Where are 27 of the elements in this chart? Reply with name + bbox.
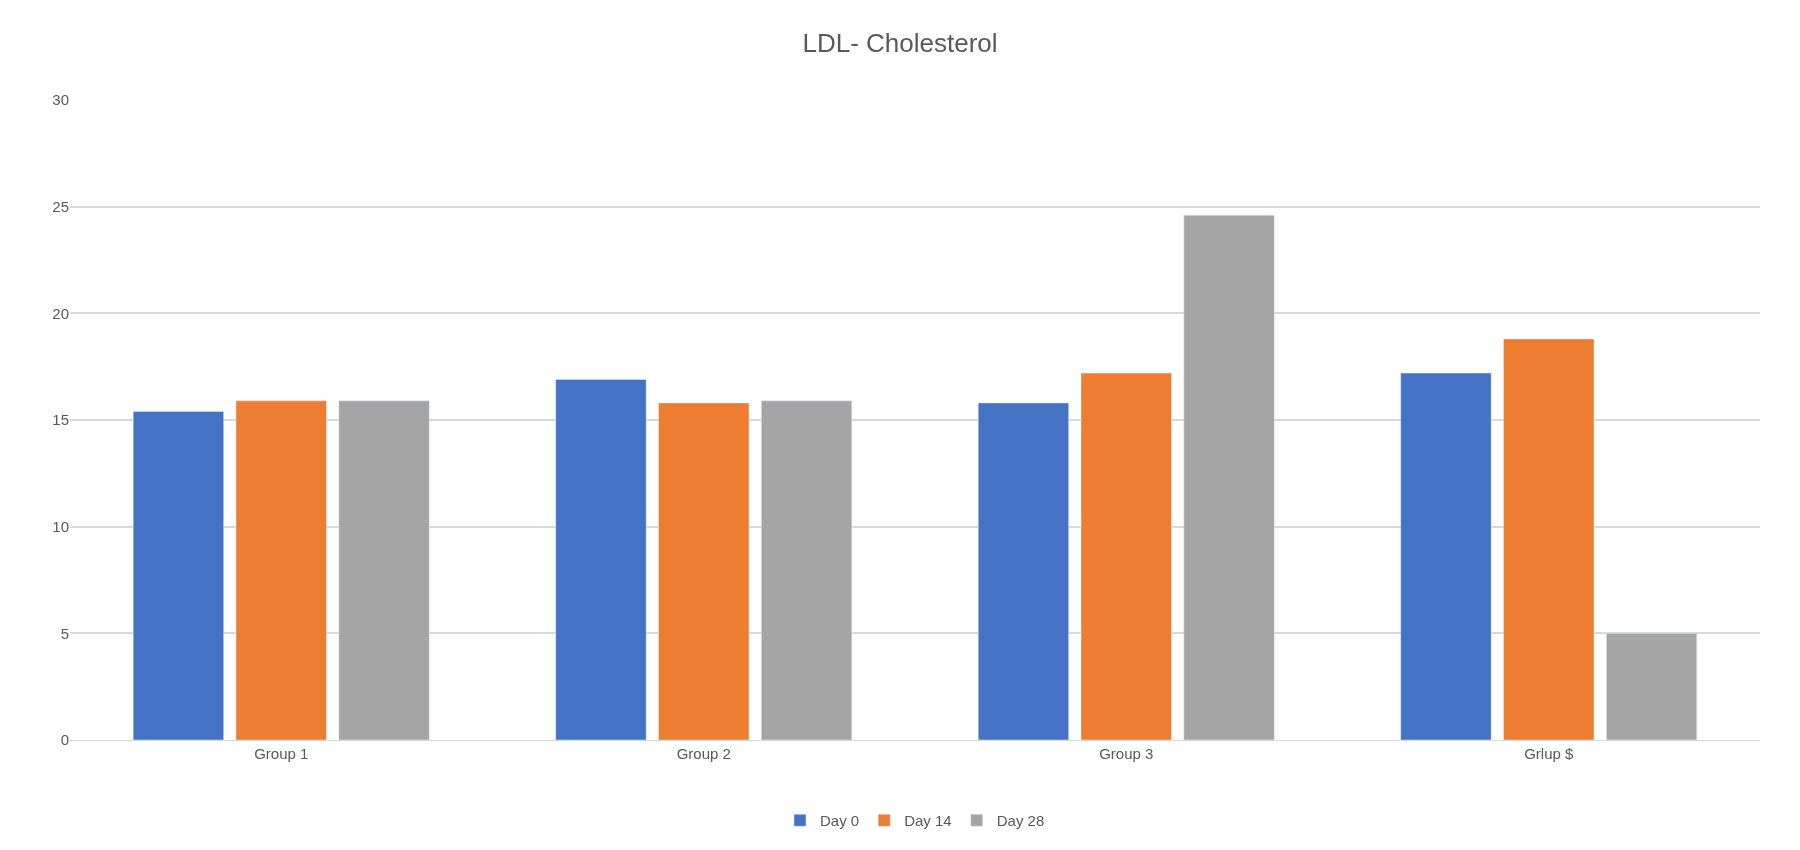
bar [235, 400, 327, 740]
bar [761, 400, 853, 740]
chart-title: LDL- Cholesterol [802, 28, 998, 59]
y-tick-label: 5 [60, 624, 69, 642]
x-tick-label: Group 3 [1099, 745, 1154, 762]
legend-label: Day 0 [820, 812, 860, 830]
bar [1080, 372, 1172, 740]
bar [658, 402, 750, 740]
x-tick-label: Group 1 [254, 745, 309, 762]
y-tick-label: 25 [52, 197, 69, 215]
bar [1606, 633, 1698, 740]
legend-label: Day 14 [904, 812, 952, 830]
bar [977, 402, 1069, 740]
x-tick-label: Group 2 [676, 745, 731, 762]
bar [132, 411, 224, 740]
bar [1400, 372, 1492, 740]
bar [1503, 338, 1595, 740]
bar [338, 400, 430, 740]
y-tick-label: 20 [52, 304, 69, 322]
legend-label: Day 28 [996, 812, 1045, 830]
y-tick-label: 15 [52, 411, 69, 429]
y-tick-label: 0 [60, 731, 69, 749]
y-tick-label: 30 [52, 91, 69, 109]
bar [1183, 214, 1275, 740]
bar [555, 379, 647, 740]
x-tick-label: Grlup $ [1524, 745, 1574, 762]
y-tick-label: 10 [52, 517, 69, 535]
